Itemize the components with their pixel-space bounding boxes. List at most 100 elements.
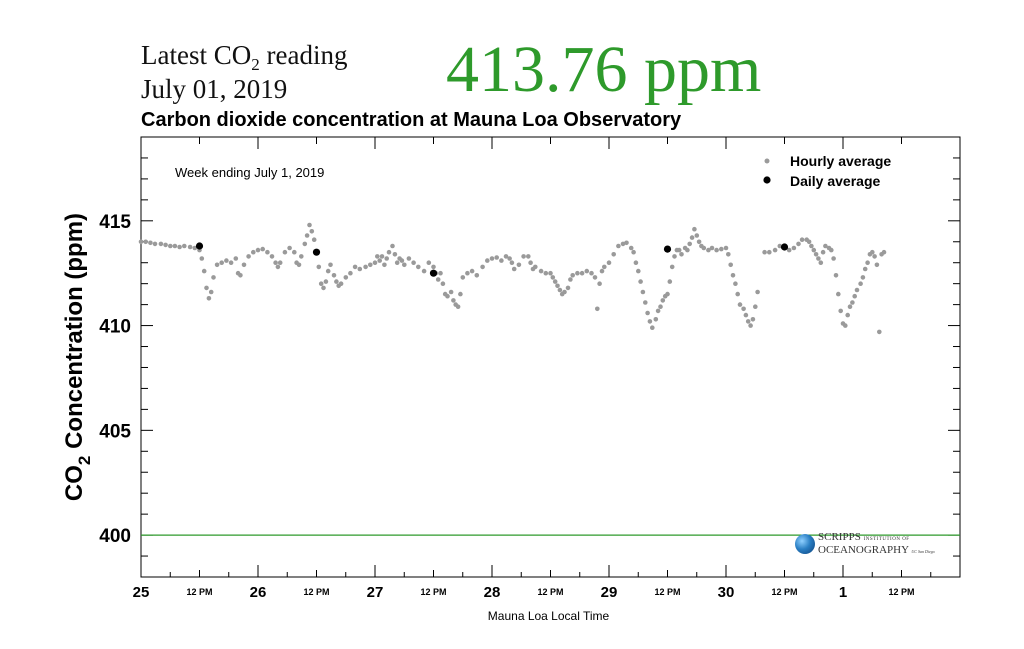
hourly-point — [767, 249, 772, 255]
hourly-point — [645, 310, 650, 316]
hourly-point — [694, 233, 700, 238]
hourly-point — [246, 254, 251, 259]
hourly-point — [368, 262, 373, 268]
hourly-point — [528, 260, 533, 266]
hourly-point — [219, 260, 224, 266]
plot-frame — [140, 136, 961, 578]
logo-line2: OCEANOGRAPHY — [818, 543, 909, 556]
hourly-point — [363, 264, 368, 270]
hourly-point — [287, 245, 292, 251]
reading-suffix: reading — [259, 40, 348, 70]
hourly-point — [748, 323, 753, 328]
hourly-point — [451, 298, 456, 303]
hourly-point — [334, 279, 339, 284]
hourly-point — [382, 262, 387, 268]
hourly-point — [762, 249, 767, 255]
hourly-point — [584, 268, 590, 274]
chart-annotation: Week ending July 1, 2019 — [175, 165, 324, 180]
hourly-point — [435, 277, 441, 282]
hourly-point — [753, 304, 758, 310]
hourly-point — [597, 281, 602, 287]
hourly-point — [653, 317, 659, 322]
x-tick-label-day: 1 — [839, 584, 847, 601]
hourly-point — [260, 246, 266, 252]
hourly-point — [509, 260, 515, 266]
hourly-point — [640, 289, 646, 295]
hourly-point — [669, 264, 675, 270]
hourly-point — [465, 270, 470, 276]
hourly-point — [269, 254, 275, 259]
hourly-point — [426, 260, 432, 266]
hourly-point — [440, 281, 446, 287]
hourly-point — [555, 283, 560, 289]
hourly-point — [138, 239, 144, 245]
hourly-point — [816, 256, 821, 261]
hourly-point — [745, 319, 751, 324]
hourly-point — [255, 247, 261, 253]
reading-line: Latest CO2 reading — [141, 38, 348, 73]
hourly-point — [357, 266, 363, 272]
hourly-point — [606, 260, 612, 266]
hourly-point — [384, 256, 390, 261]
hourly-point — [860, 275, 866, 280]
hourly-point — [818, 260, 824, 266]
x-tick-label-noon: 12 PM — [888, 587, 914, 597]
hourly-point — [650, 325, 655, 331]
hourly-point — [843, 323, 848, 328]
y-tick-label: 405 — [99, 421, 131, 442]
x-axis-label: Mauna Loa Local Time — [488, 609, 610, 623]
hourly-point — [820, 249, 826, 255]
hourly-point — [480, 264, 485, 270]
hourly-point — [854, 287, 860, 293]
hourly-point — [511, 266, 517, 272]
hourly-point — [679, 252, 684, 257]
hourly-point — [469, 268, 475, 274]
hourly-point — [750, 317, 756, 322]
hourly-point — [460, 275, 466, 280]
hourly-point — [406, 256, 412, 261]
hourly-point — [655, 308, 661, 314]
hourly-point — [862, 266, 868, 272]
hourly-point — [199, 256, 205, 261]
hourly-point — [543, 270, 549, 276]
hourly-point — [552, 279, 558, 284]
legend-label-daily: Daily average — [790, 173, 880, 189]
hourly-point — [526, 254, 531, 259]
hourly-point — [172, 243, 178, 249]
hourly-point — [799, 237, 805, 242]
hourly-point — [182, 243, 187, 249]
hourly-point — [494, 255, 500, 260]
hourly-point — [865, 260, 870, 266]
hourly-point — [331, 273, 337, 278]
hourly-point — [533, 264, 538, 270]
hourly-point — [503, 254, 509, 259]
hourly-point — [809, 243, 814, 249]
hourly-point — [206, 296, 212, 301]
daily-point — [429, 269, 438, 277]
hourly-point — [448, 289, 454, 295]
hourly-point — [696, 239, 702, 245]
hourly-point — [823, 243, 828, 249]
hourly-point — [709, 245, 715, 251]
hourly-point — [665, 291, 670, 297]
x-tick-label-day: 27 — [367, 584, 384, 601]
hourly-point — [548, 270, 553, 276]
legend-marker-daily — [763, 176, 771, 184]
latest-co2-value: 413.76 ppm — [446, 33, 762, 106]
hourly-point — [431, 264, 436, 270]
hourly-point — [277, 260, 283, 266]
hourly-point — [689, 235, 695, 240]
hourly-point — [421, 268, 427, 274]
hourly-point — [316, 264, 322, 270]
hourly-point — [638, 279, 643, 284]
hourly-point — [228, 260, 234, 266]
hourly-point — [791, 245, 797, 251]
hourly-point — [786, 247, 792, 253]
hourly-point — [877, 329, 882, 335]
hourly-point — [852, 293, 857, 299]
x-tick-label-noon: 12 PM — [654, 587, 680, 597]
hourly-point — [829, 247, 834, 253]
hourly-point — [416, 264, 421, 270]
hourly-point — [148, 240, 153, 246]
